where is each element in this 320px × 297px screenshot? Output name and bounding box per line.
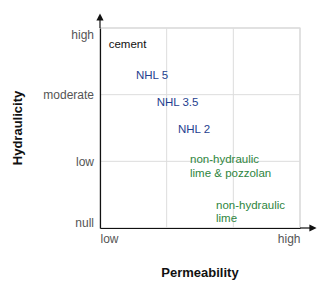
point-label: non-hydraulic lime & pozzolan bbox=[190, 153, 271, 179]
plot-frame bbox=[100, 28, 300, 228]
grid-line-x bbox=[100, 28, 101, 228]
x-axis-arrow bbox=[300, 227, 313, 228]
x-axis-line bbox=[101, 228, 301, 229]
x-tick: low bbox=[101, 228, 119, 246]
point-label-line: NHL 3.5 bbox=[157, 96, 199, 108]
x-tick: high bbox=[278, 228, 301, 246]
y-axis-arrow bbox=[99, 17, 100, 28]
grid bbox=[100, 28, 300, 228]
y-tick-label: moderate bbox=[43, 88, 94, 102]
point-label: NHL 5 bbox=[136, 69, 168, 81]
point-label-line: non-hydraulic bbox=[216, 199, 285, 211]
grid-line-x bbox=[300, 28, 301, 228]
y-tick: low bbox=[76, 155, 100, 169]
grid-line-y bbox=[100, 94, 300, 95]
point-label-line: cement bbox=[109, 38, 148, 50]
x-tick-label: high bbox=[278, 232, 301, 246]
point-label-line: lime & pozzolan bbox=[190, 167, 271, 179]
point-label: NHL 3.5 bbox=[157, 96, 199, 108]
y-axis-title: Hydraulicity bbox=[10, 90, 25, 165]
y-tick: moderate bbox=[43, 88, 100, 102]
chart: lowhighnulllowmoderatehighcementNHL 5NHL… bbox=[0, 0, 320, 297]
x-tick-label: low bbox=[101, 232, 119, 246]
y-axis-line bbox=[100, 29, 101, 229]
y-tick: null bbox=[75, 216, 100, 230]
x-axis-title: Permeability bbox=[161, 265, 239, 280]
point-label-line: NHL 5 bbox=[136, 69, 168, 81]
point-label-line: NHL 2 bbox=[178, 123, 210, 135]
grid-line-y bbox=[100, 228, 300, 229]
y-tick: high bbox=[71, 28, 100, 42]
grid-line-y bbox=[100, 28, 300, 29]
y-tick-label: low bbox=[76, 155, 94, 169]
point-label: non-hydrauliclime bbox=[216, 199, 285, 225]
plot: lowhighnulllowmoderatehighcementNHL 5NHL… bbox=[43, 17, 313, 246]
point-label: NHL 2 bbox=[178, 123, 210, 135]
point-label: cement bbox=[109, 38, 148, 50]
point-label-line: non-hydraulic bbox=[190, 153, 259, 165]
x-axis: low high bbox=[101, 228, 301, 246]
y-tick-label: high bbox=[71, 28, 94, 42]
y-axis: null low moderate high bbox=[43, 28, 100, 230]
marks: cementNHL 5NHL 3.5NHL 2non-hydrauliclime… bbox=[109, 38, 286, 224]
grid-line-x bbox=[166, 28, 167, 228]
point-label-line: lime bbox=[216, 212, 237, 224]
y-tick-label: null bbox=[75, 216, 94, 230]
